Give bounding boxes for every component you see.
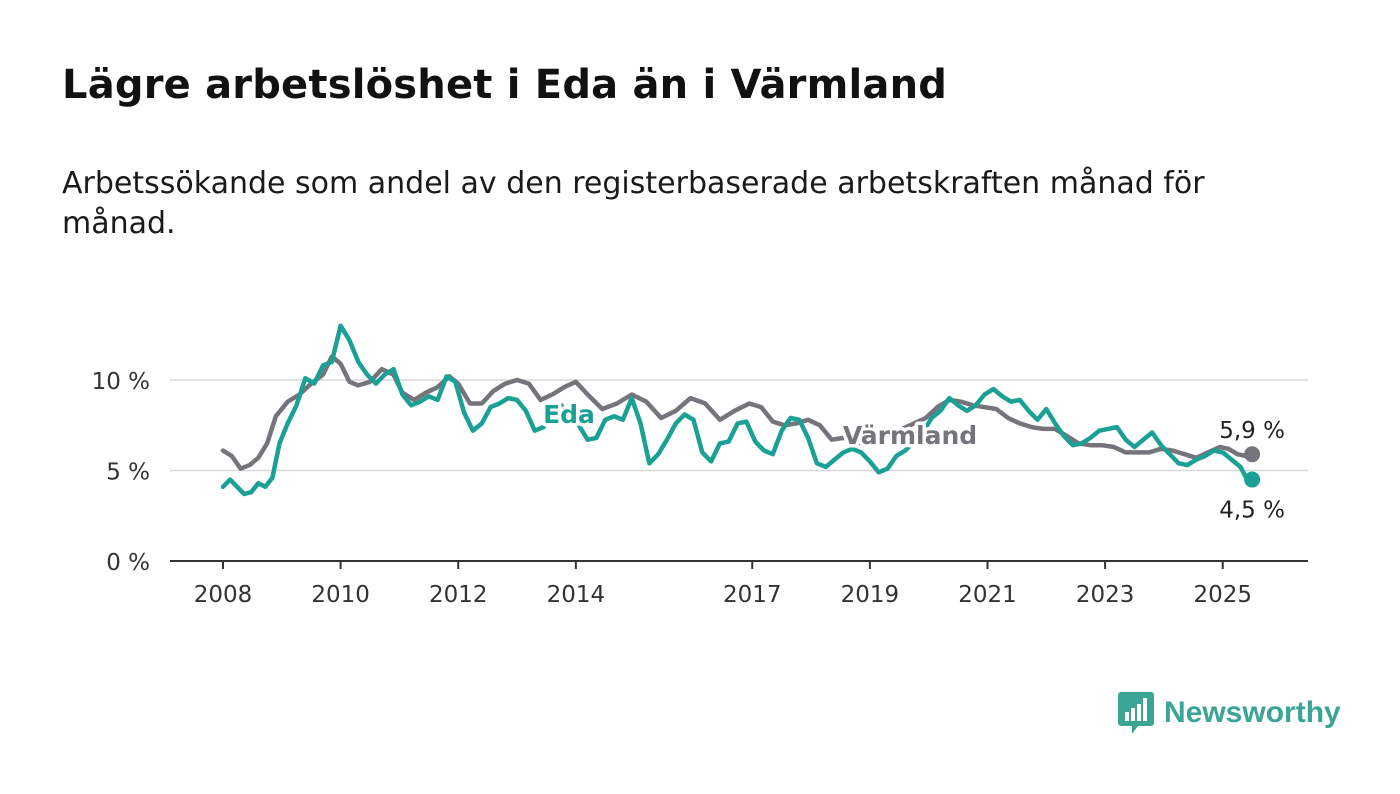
series-end-label-eda: 4,5 % [1219, 498, 1285, 524]
series-line-värmland [220, 354, 1255, 471]
series-end-marker-värmland [1244, 446, 1261, 463]
y-tick-label: 5 % [106, 460, 150, 486]
x-tick-label: 2019 [841, 582, 900, 608]
series-end-marker-eda [1244, 471, 1261, 488]
brand-name: Newsworthy [1164, 696, 1341, 729]
y-tick-label: 10 % [92, 369, 150, 395]
series-name-label-värmland: Värmland [843, 421, 977, 450]
x-tick-label: 2008 [194, 582, 253, 608]
series-name-label-eda: Eda [543, 400, 595, 429]
chart-title: Lägre arbetslöshet i Eda än i Värmland [62, 62, 948, 108]
series-end-label-värmland: 5,9 % [1219, 418, 1285, 444]
series-line-eda [220, 323, 1255, 497]
x-tick-label: 2012 [429, 582, 488, 608]
x-tick-label: 2021 [958, 582, 1017, 608]
x-tick-label: 2010 [311, 582, 370, 608]
x-tick-label: 2025 [1193, 582, 1252, 608]
newsworthy-bar-chart-icon [1118, 692, 1154, 734]
chart-subtitle: Arbetssökande som andel av den registerb… [62, 166, 1205, 241]
x-tick-label: 2014 [547, 582, 606, 608]
x-tick-label: 2017 [723, 582, 782, 608]
newsworthy-logo[interactable]: Newsworthy [1118, 690, 1341, 736]
y-tick-label: 0 % [106, 550, 150, 576]
x-tick-label: 2023 [1076, 582, 1135, 608]
